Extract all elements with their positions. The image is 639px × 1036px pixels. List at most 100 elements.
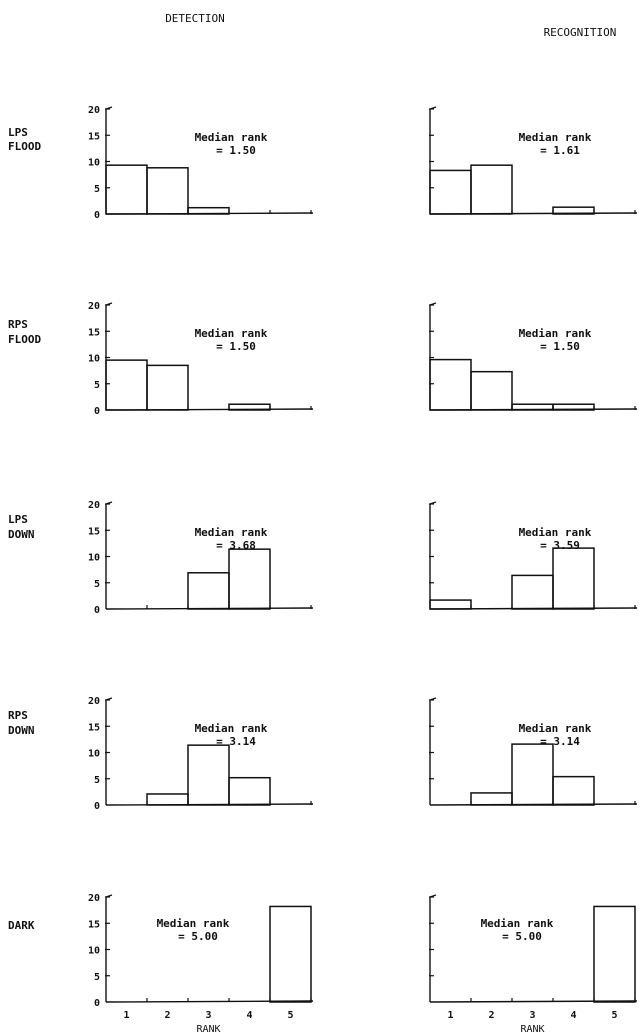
y-tick-label: 10 [88, 354, 100, 365]
svg-text:LPS: LPS [8, 513, 28, 526]
x-tick-label: 5 [287, 1010, 293, 1021]
row-label-lps-down: LPS DOWN [8, 513, 35, 541]
bar-rank-3 [511, 574, 554, 610]
y-tick-label: 15 [88, 722, 100, 733]
panel-detection-2: 0 5 10 15 20 Median rank= 1.50 [88, 301, 314, 417]
median-rank-label: Median rank [519, 327, 592, 340]
column-title-detection: DETECTION [165, 12, 225, 25]
y-tick-label: 20 [88, 105, 100, 116]
x-tick-label: 4 [570, 1010, 576, 1021]
bar-rank-1 [105, 164, 148, 215]
panel-recognition-1: Median rank= 1.61 [429, 106, 638, 215]
x-tick-label: 2 [488, 1010, 494, 1021]
svg-text:LPS: LPS [8, 126, 28, 139]
bar-rank-2 [146, 167, 189, 215]
panel-recognition-4: Median rank= 3.14 [429, 697, 638, 806]
panel-recognition-5: Median rank= 5.00 1 2 3 4 5 RANK [429, 894, 638, 1035]
x-tick-label: 3 [205, 1010, 211, 1021]
row-label-lps-flood: LPS FLOOD [8, 126, 41, 153]
y-tick-label: 10 [88, 749, 100, 760]
bar-rank-3 [187, 206, 230, 215]
bar-rank-1 [429, 169, 472, 215]
bar-rank-4 [552, 775, 595, 806]
bar-rank-3 [511, 743, 554, 806]
y-tick-label: 15 [88, 919, 100, 930]
y-tick-label: 5 [94, 775, 100, 786]
y-tick-label: 20 [88, 301, 100, 312]
bar-rank-4 [228, 776, 271, 806]
bar-rank-3 [187, 744, 230, 806]
bar-rank-4 [228, 548, 271, 610]
x-axis-title: RANK [520, 1024, 544, 1035]
bar-rank-4 [552, 403, 595, 411]
panel-detection-5: 0 5 10 15 20 Median rank= 5.00 1 2 3 4 5 RANK [88, 893, 314, 1035]
median-rank-label: Median rank [195, 526, 268, 539]
panel-detection-3: 0 5 10 15 20 Median rank= 3.68 [88, 500, 314, 616]
svg-text:DOWN: DOWN [8, 528, 35, 541]
x-axis [105, 1000, 314, 1003]
y-tick-label: 5 [94, 579, 100, 590]
median-rank-label: Median rank [519, 722, 592, 735]
median-rank-value: = 3.68 [216, 539, 256, 552]
row-label-rps-flood: RPS FLOOD [8, 318, 41, 346]
y-tick-label: 15 [88, 131, 100, 142]
x-tick-label: 2 [164, 1010, 170, 1021]
x-tick-label: 3 [529, 1010, 535, 1021]
svg-text:RPS: RPS [8, 318, 28, 331]
y-tick-label: 0 [94, 801, 100, 812]
svg-text:DARK: DARK [8, 919, 35, 932]
y-tick-label: 5 [94, 380, 100, 391]
median-rank-value: = 5.00 [178, 930, 218, 943]
svg-text:FLOOD: FLOOD [8, 140, 41, 153]
column-title-recognition: RECOGNITION [544, 26, 617, 39]
y-tick-label: 0 [94, 605, 100, 616]
bar-rank-2 [470, 370, 513, 411]
y-tick-label: 20 [88, 500, 100, 511]
bar-rank-5 [593, 905, 636, 1003]
x-tick-label: 4 [246, 1010, 252, 1021]
median-rank-label: Median rank [195, 131, 268, 144]
y-tick-label: 10 [88, 158, 100, 169]
y-tick-label: 10 [88, 553, 100, 564]
x-tick-label: 1 [123, 1010, 129, 1021]
median-rank-label: Median rank [157, 917, 230, 930]
median-rank-value: = 1.50 [216, 144, 256, 157]
bar-rank-3 [187, 572, 230, 610]
x-axis [429, 1000, 638, 1003]
x-tick-label: 1 [447, 1010, 453, 1021]
bar-rank-2 [146, 364, 189, 411]
y-tick-label: 0 [94, 210, 100, 221]
bar-rank-2 [470, 164, 513, 215]
row-label-dark: DARK [8, 919, 35, 932]
panel-detection-4: 0 5 10 15 20 Median rank= 3.14 [88, 696, 314, 812]
x-axis-title: RANK [196, 1024, 220, 1035]
panel-recognition-2: Median rank= 1.50 [429, 302, 638, 411]
median-rank-label: Median rank [481, 917, 554, 930]
y-tick-label: 10 [88, 946, 100, 957]
y-tick-label: 0 [94, 406, 100, 417]
x-tick-label: 5 [611, 1010, 617, 1021]
median-rank-value: = 5.00 [502, 930, 542, 943]
svg-text:FLOOD: FLOOD [8, 333, 41, 346]
row-label-rps-down: RPS DOWN [8, 709, 35, 737]
median-rank-value: = 3.14 [540, 735, 580, 748]
median-rank-value: = 1.61 [540, 144, 580, 157]
median-rank-value: = 1.50 [540, 340, 580, 353]
bar-rank-4 [552, 206, 595, 215]
bar-rank-1 [429, 599, 472, 610]
svg-text:DOWN: DOWN [8, 724, 35, 737]
bar-rank-1 [429, 358, 472, 411]
median-rank-label: Median rank [195, 327, 268, 340]
y-tick-label: 5 [94, 184, 100, 195]
y-tick-label: 5 [94, 972, 100, 983]
median-rank-value: = 3.14 [216, 735, 256, 748]
median-rank-label: Median rank [195, 722, 268, 735]
panel-detection-1: 0 5 10 15 20 Median rank= 1.50 [88, 105, 314, 221]
bar-rank-4 [552, 547, 595, 610]
bar-rank-2 [146, 793, 189, 806]
median-rank-label: Median rank [519, 131, 592, 144]
median-rank-label: Median rank [519, 526, 592, 539]
y-tick-label: 15 [88, 526, 100, 537]
bar-rank-5 [269, 905, 312, 1003]
